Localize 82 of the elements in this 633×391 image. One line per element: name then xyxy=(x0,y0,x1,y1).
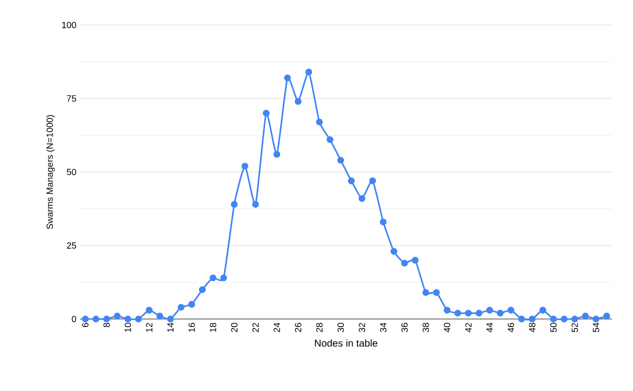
point xyxy=(560,316,568,322)
x-tick-label: 10 xyxy=(124,322,132,332)
point xyxy=(401,260,408,267)
point xyxy=(337,156,344,164)
y-tick-label: 25 xyxy=(66,242,76,249)
point xyxy=(273,150,280,158)
x-tick-label: 42 xyxy=(465,322,472,332)
point xyxy=(358,195,366,202)
x-tick-label: 28 xyxy=(316,322,323,332)
y-tick-label: 75 xyxy=(66,95,76,102)
point xyxy=(262,110,270,117)
point xyxy=(210,274,216,282)
x-tick-label: 48 xyxy=(529,322,536,332)
x-tick-label: 38 xyxy=(422,322,429,332)
point xyxy=(146,306,153,314)
point xyxy=(508,306,514,314)
point xyxy=(198,286,206,293)
point xyxy=(230,200,238,208)
x-tick-label: 18 xyxy=(210,322,216,332)
point xyxy=(496,310,504,317)
point xyxy=(284,74,291,82)
point xyxy=(369,177,376,184)
x-tick-label: 14 xyxy=(167,322,174,332)
point xyxy=(539,306,546,314)
point xyxy=(220,274,228,282)
point xyxy=(422,289,430,296)
point xyxy=(528,316,536,322)
point xyxy=(294,98,302,105)
x-tick-label: 34 xyxy=(380,322,386,332)
point xyxy=(390,248,398,255)
y-axis-title: Swarms Managers (N=1000) xyxy=(46,115,55,230)
point xyxy=(518,316,525,322)
point xyxy=(326,136,334,144)
point xyxy=(550,316,557,322)
point xyxy=(486,306,494,314)
point xyxy=(156,312,164,320)
point xyxy=(124,316,132,322)
point xyxy=(412,256,419,264)
x-tick-label: 44 xyxy=(486,322,493,332)
point xyxy=(603,312,610,320)
point xyxy=(82,316,89,322)
x-tick-label: 20 xyxy=(231,322,238,332)
point xyxy=(316,118,323,126)
point xyxy=(433,289,440,296)
point xyxy=(464,310,472,317)
x-tick-label: 8 xyxy=(103,322,110,328)
x-tick-label: 52 xyxy=(572,322,578,332)
y-tick-label: 100 xyxy=(62,22,76,28)
x-tick-label: 40 xyxy=(444,322,450,332)
point xyxy=(114,312,121,320)
point xyxy=(135,316,142,322)
point xyxy=(242,162,248,170)
point xyxy=(592,316,600,322)
x-tick-label: 6 xyxy=(82,322,88,328)
point xyxy=(305,68,312,76)
x-tick-label: 26 xyxy=(294,322,302,332)
x-tick-label: 30 xyxy=(338,322,344,332)
point xyxy=(454,310,462,317)
x-tick-label: 36 xyxy=(401,322,408,332)
point xyxy=(571,316,578,322)
y-tick-label: 0 xyxy=(72,316,76,322)
x-tick-label: 24 xyxy=(274,322,280,332)
point xyxy=(252,200,259,208)
point xyxy=(178,304,184,311)
y-tick-label: 50 xyxy=(66,168,76,176)
x-axis-title: Nodes in table xyxy=(314,339,378,347)
x-tick-label: 12 xyxy=(146,322,152,332)
x-tick-label: 50 xyxy=(550,322,557,332)
point xyxy=(103,316,110,322)
point xyxy=(476,310,482,317)
point xyxy=(188,300,196,308)
x-tick-label: 54 xyxy=(592,322,600,332)
point xyxy=(444,306,450,314)
x-tick-label: 46 xyxy=(508,322,514,332)
point xyxy=(348,177,355,184)
point xyxy=(380,218,387,226)
point xyxy=(167,316,174,322)
x-tick-label: 32 xyxy=(358,322,366,332)
x-tick-label: 22 xyxy=(252,322,259,332)
point xyxy=(92,316,100,322)
point xyxy=(582,312,589,320)
x-tick-label: 16 xyxy=(188,322,195,332)
